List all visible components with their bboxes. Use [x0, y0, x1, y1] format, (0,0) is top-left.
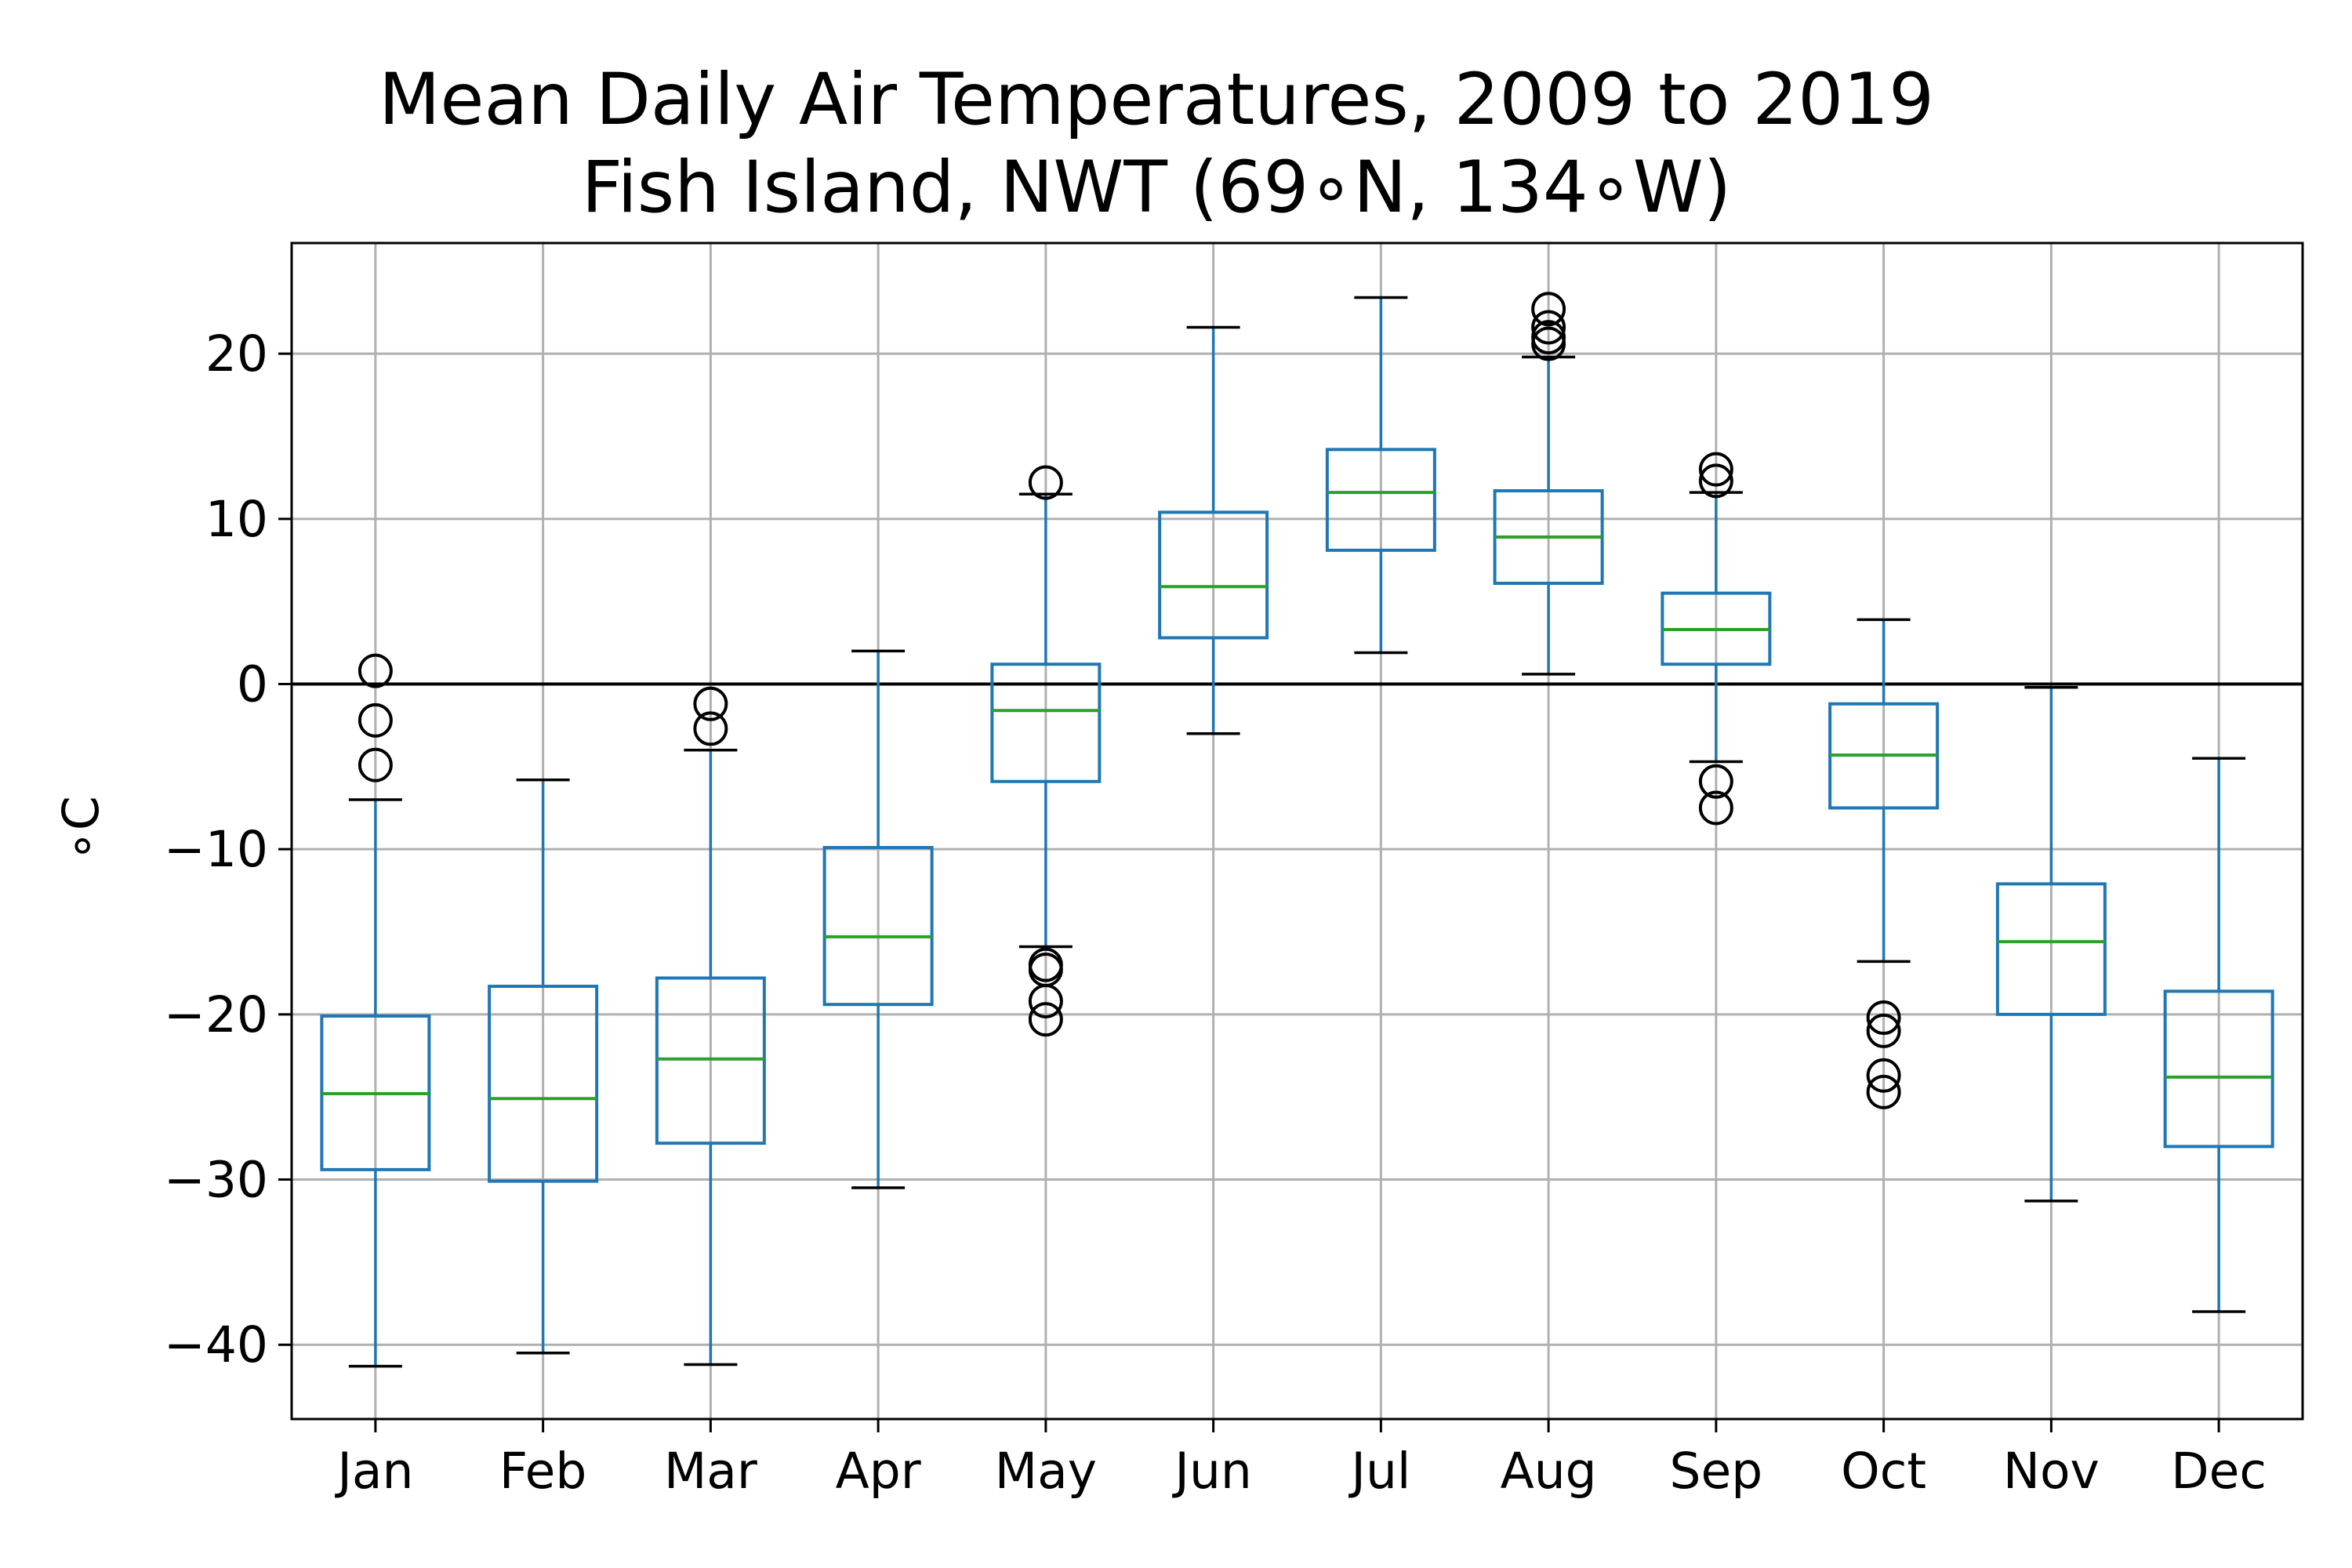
outlier-point [1866, 1013, 1901, 1048]
x-tick-label-jan: Jan [334, 1443, 413, 1500]
outlier-point [1531, 292, 1566, 327]
outlier-point [1698, 764, 1733, 799]
x-tick-label-feb: Feb [499, 1443, 587, 1500]
x-tick-label-oct: Oct [1841, 1443, 1926, 1500]
outlier-point [1866, 1074, 1901, 1109]
grid-lines [292, 243, 2303, 1419]
x-tick-label-sep: Sep [1670, 1443, 1763, 1500]
box-aug [1493, 292, 1604, 676]
outlier-point [693, 711, 728, 746]
iqr-box [1158, 510, 1269, 640]
y-tick-label: −10 [164, 821, 268, 878]
box-jan [320, 653, 431, 1368]
y-tick-label: −30 [164, 1152, 268, 1209]
x-tick-label-jul: Jul [1348, 1443, 1410, 1500]
outlier-point [1866, 1058, 1901, 1093]
box-mar [655, 686, 766, 1367]
iqr-box [1995, 882, 2107, 1016]
iqr-box [488, 985, 599, 1183]
plot-frame [290, 241, 2304, 1421]
x-tick-label-dec: Dec [2171, 1443, 2267, 1500]
box-feb [488, 778, 599, 1355]
chart-title-line-2: Fish Island, NWT (69∘N, 134∘W) [582, 147, 1732, 229]
x-tick-label-mar: Mar [664, 1443, 757, 1500]
box-dec [2163, 757, 2274, 1313]
y-tick-label: 20 [205, 325, 268, 383]
iqr-box [2163, 989, 2274, 1149]
outlier-point [693, 686, 728, 721]
outlier-point [1028, 1002, 1063, 1037]
y-tick-label: −20 [164, 986, 268, 1044]
outlier-point [1866, 1000, 1901, 1036]
iqr-box [1325, 448, 1436, 552]
y-tick-label: 0 [237, 656, 268, 713]
x-tick-label-apr: Apr [836, 1443, 921, 1500]
outlier-point [1698, 452, 1733, 487]
outlier-point [1531, 310, 1566, 345]
outlier-point [1028, 983, 1063, 1018]
y-axis-label: ∘C [53, 796, 110, 861]
chart-title-line-1: Mean Daily Air Temperatures, 2009 to 201… [379, 59, 1934, 141]
x-tick-label-aug: Aug [1501, 1443, 1597, 1500]
box-jul [1325, 296, 1436, 655]
box-nov [1995, 685, 2107, 1203]
outlier-point [358, 747, 393, 782]
box-sep [1661, 452, 1772, 826]
y-tick-label: 10 [205, 491, 268, 548]
y-tick-label: −40 [164, 1316, 268, 1374]
y-axis-ticks: 20 10 0 −10 −20 −30 −40 [164, 325, 292, 1374]
outlier-point [1698, 463, 1733, 499]
x-tick-label-may: May [995, 1443, 1097, 1500]
outlier-point [358, 702, 393, 738]
iqr-box [990, 662, 1102, 783]
box-may [990, 465, 1102, 1037]
box-apr [822, 649, 934, 1189]
box-oct [1828, 618, 1940, 1109]
outlier-point [358, 653, 393, 688]
iqr-box [655, 976, 766, 1145]
box-series [320, 292, 2274, 1368]
x-tick-label-jun: Jun [1171, 1443, 1251, 1500]
outlier-point [1028, 465, 1063, 500]
outlier-point [1531, 326, 1566, 361]
box-jun [1158, 325, 1269, 735]
iqr-box [822, 846, 934, 1007]
outlier-point [1698, 790, 1733, 826]
x-axis-ticks: Jan Feb Mar Apr May Jun Jul Aug Sep Oct Nov Dec [334, 1419, 2267, 1500]
x-tick-label-nov: Nov [2003, 1443, 2100, 1500]
